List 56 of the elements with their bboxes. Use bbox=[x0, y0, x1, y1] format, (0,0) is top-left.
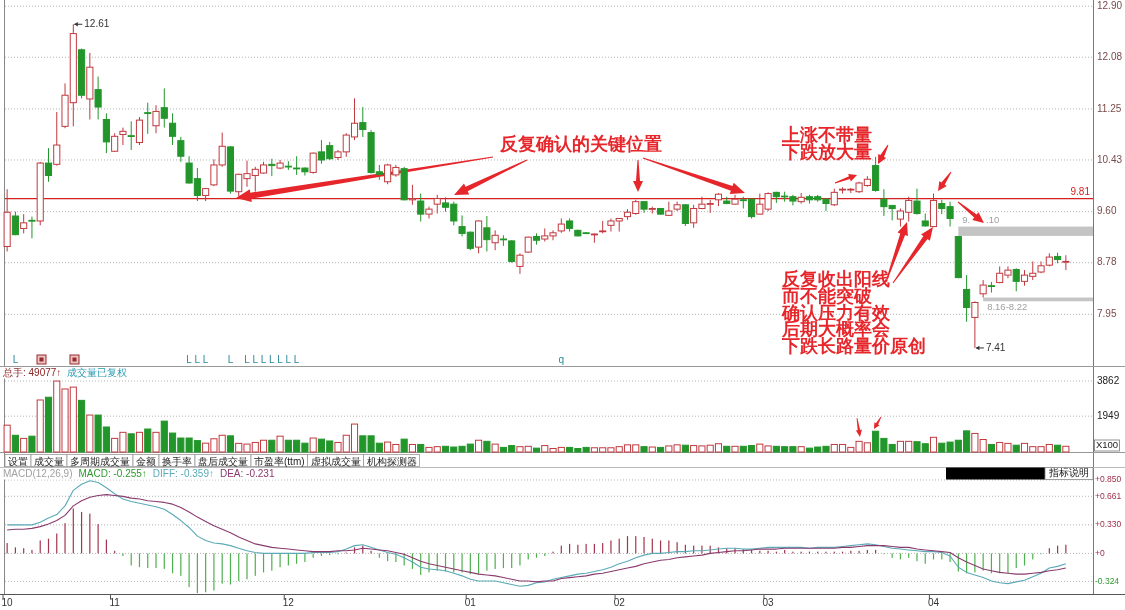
y-tick-label: 10.43 bbox=[1097, 153, 1123, 165]
text: DIFF: -0.359↑ bbox=[152, 468, 214, 479]
y-tick-label: 8.78 bbox=[1097, 256, 1117, 268]
y-tick-label: +0 bbox=[1095, 547, 1105, 558]
x-tick-label: L bbox=[12, 354, 19, 365]
annotation: 反复确认的关键位置 bbox=[499, 134, 662, 154]
annotation: 12.61 bbox=[84, 17, 110, 29]
band-label: 8.16-8.22 bbox=[987, 301, 1028, 313]
text: DEA: -0.231 bbox=[219, 468, 275, 479]
x-tick-label: L bbox=[244, 354, 251, 365]
text: MACD: -0.255↑ bbox=[78, 468, 147, 479]
x-tick-label: 04 bbox=[927, 597, 940, 608]
y-tick-label: 3862 bbox=[1097, 374, 1120, 386]
x-tick-label: L bbox=[186, 354, 193, 365]
x-tick-label: L bbox=[260, 354, 267, 365]
y-tick-label: 9.60 bbox=[1097, 205, 1117, 217]
x-tick-label: 11 bbox=[109, 597, 121, 608]
x-tick-label: q bbox=[558, 354, 565, 365]
x-tick-label: L bbox=[202, 354, 209, 365]
y-tick-label: 12.90 bbox=[1097, 0, 1123, 11]
text: 成交量 bbox=[34, 455, 64, 467]
x-tick-label: L bbox=[252, 354, 259, 365]
x-tick-label: 12 bbox=[282, 597, 295, 608]
text: 市盈率(ttm) bbox=[254, 455, 305, 467]
x-tick-label: L bbox=[277, 354, 284, 365]
x-tick-label: L bbox=[293, 354, 300, 365]
annotation: 反复收出阳线 bbox=[781, 269, 890, 289]
x-tick-label: L bbox=[269, 354, 276, 365]
x-tick-label: 10 bbox=[1, 597, 14, 608]
band-label: 9. .10 bbox=[962, 213, 1000, 225]
y-tick-label: 1949 bbox=[1097, 409, 1120, 421]
x-tick-label: 02 bbox=[613, 597, 626, 608]
y-tick-label: 7.95 bbox=[1097, 307, 1117, 319]
y-tick-label: -0.324 bbox=[1095, 575, 1120, 586]
y-axis-title: X100 bbox=[1095, 439, 1119, 451]
y-tick-label: +0.850 bbox=[1095, 474, 1122, 485]
annotation: 7.41 bbox=[985, 341, 1006, 353]
text: 换手率 bbox=[162, 455, 192, 467]
x-tick-label: L bbox=[194, 354, 201, 365]
y-tick-label: +0.661 bbox=[1095, 490, 1122, 501]
text: 金额 bbox=[136, 455, 156, 467]
chart-title: MACD(12,26,9) bbox=[3, 468, 73, 479]
chart-subtitle: 成交量已复权 bbox=[67, 367, 128, 378]
text: 多周期成交量 bbox=[70, 455, 130, 467]
x-tick-label: 01 bbox=[464, 597, 477, 608]
x-tick-label: L bbox=[227, 354, 234, 365]
y-tick-label: 12.08 bbox=[1097, 50, 1123, 62]
y-tick-label: 11.25 bbox=[1097, 102, 1122, 114]
x-tick-label: L bbox=[285, 354, 292, 365]
text: 设置 bbox=[8, 455, 28, 467]
ref-line-label: 9.81 bbox=[1070, 185, 1091, 197]
text: 盘后成交量 bbox=[198, 455, 248, 467]
chart-title: 总手: 49077↑ bbox=[2, 367, 62, 378]
annotation: 指标说明 bbox=[1048, 467, 1089, 479]
x-tick-label: 03 bbox=[762, 597, 775, 608]
y-tick-label: +0.330 bbox=[1095, 519, 1122, 530]
